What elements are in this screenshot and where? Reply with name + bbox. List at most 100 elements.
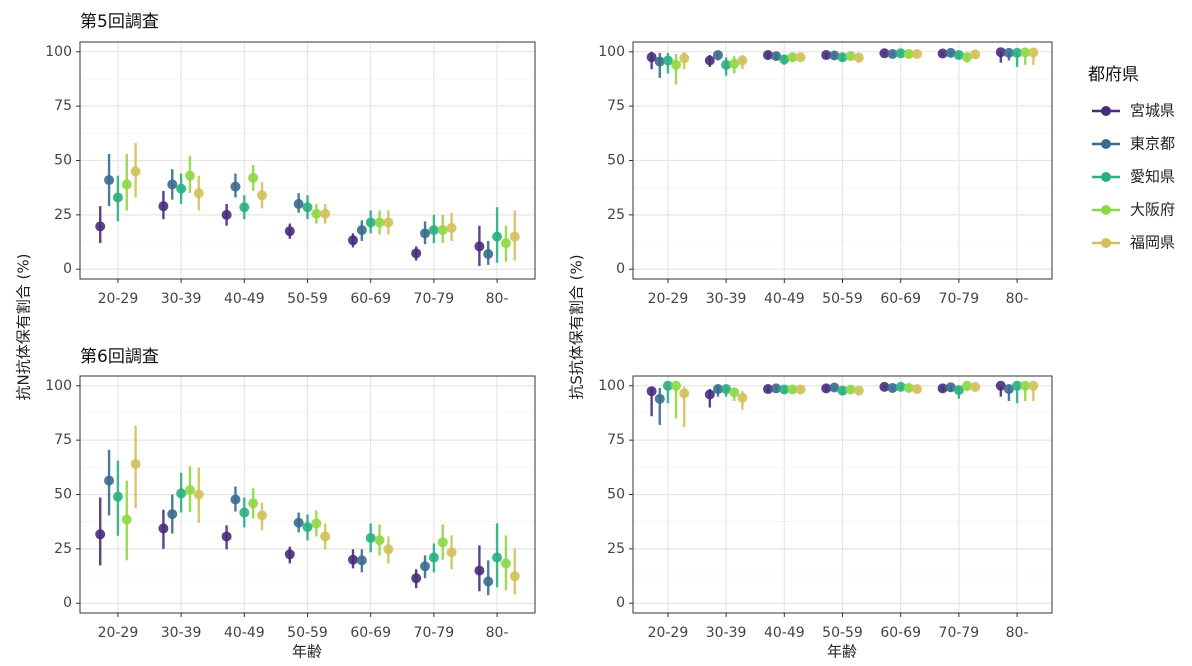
point: [895, 48, 906, 59]
point: [970, 49, 981, 60]
x-tick-label: 70-79: [939, 625, 980, 641]
x-tick-label: 20-29: [648, 625, 689, 641]
point: [1003, 47, 1014, 58]
point: [121, 179, 132, 190]
point: [704, 389, 715, 400]
point: [474, 241, 485, 252]
panel-border: [632, 41, 1053, 280]
point: [829, 382, 840, 393]
x-tick-label: 80-: [1006, 625, 1029, 641]
x-tick-label: 60-69: [350, 625, 391, 641]
legend-label: 宮城県: [1130, 102, 1175, 120]
point: [483, 576, 494, 587]
y-tick-label: 100: [45, 378, 72, 394]
legend-title: 都府県: [1088, 65, 1139, 85]
point: [184, 485, 195, 496]
point: [374, 535, 385, 546]
point: [437, 225, 448, 236]
point: [671, 380, 682, 391]
point: [428, 225, 439, 236]
y-axis-label: 抗N抗体保有割合 (%): [15, 254, 33, 401]
point: [383, 217, 394, 228]
point: [1003, 384, 1014, 395]
point: [284, 226, 295, 237]
point: [365, 532, 376, 543]
point: [130, 166, 141, 177]
y-tick-label: 75: [54, 98, 72, 114]
point: [492, 231, 503, 242]
y-tick-label: 75: [607, 432, 625, 448]
point: [193, 489, 204, 500]
point: [853, 385, 864, 396]
point: [302, 202, 313, 213]
point: [1020, 380, 1031, 391]
point: [1028, 380, 1039, 391]
y-tick-label: 75: [607, 98, 625, 114]
point: [704, 55, 715, 66]
point: [176, 488, 187, 499]
point: [945, 382, 956, 393]
x-tick-label: 60-69: [350, 291, 391, 307]
point: [221, 209, 232, 220]
legend-label: 福岡県: [1130, 234, 1175, 252]
x-tick-label: 70-79: [939, 291, 980, 307]
y-tick-label: 75: [54, 432, 72, 448]
point: [365, 217, 376, 228]
point: [293, 517, 304, 528]
y-tick-label: 100: [45, 44, 72, 60]
y-tick-label: 0: [616, 595, 625, 611]
point: [995, 47, 1006, 58]
x-tick-label: 50-59: [287, 291, 328, 307]
x-tick-label: 30-39: [706, 625, 747, 641]
point: [383, 544, 394, 555]
point: [763, 50, 774, 61]
x-tick-label: 40-49: [764, 291, 805, 307]
point: [158, 201, 169, 212]
point: [795, 384, 806, 395]
point: [320, 208, 331, 219]
point: [953, 385, 964, 396]
point: [320, 531, 331, 542]
point: [239, 202, 250, 213]
point: [474, 565, 485, 576]
point: [248, 172, 259, 183]
point: [662, 380, 673, 391]
point: [903, 382, 914, 393]
y-tick-label: 100: [598, 44, 625, 60]
point: [95, 221, 106, 232]
point: [903, 48, 914, 59]
point: [737, 392, 748, 403]
y-tick-label: 0: [616, 261, 625, 277]
point: [374, 217, 385, 228]
point: [420, 561, 431, 572]
point: [257, 510, 267, 521]
panel-border: [632, 375, 1053, 614]
point: [311, 518, 322, 529]
x-tick-label: 70-79: [414, 291, 455, 307]
y-tick-label: 25: [54, 207, 72, 223]
point: [221, 531, 232, 542]
point: [679, 53, 690, 64]
point: [945, 47, 956, 58]
point: [509, 571, 520, 582]
x-tick-label: 30-39: [706, 291, 747, 307]
point: [837, 52, 848, 63]
point: [230, 494, 241, 505]
point: [787, 384, 798, 395]
point: [284, 549, 295, 560]
point: [729, 58, 740, 69]
point: [771, 383, 782, 394]
point: [845, 384, 856, 395]
point: [446, 222, 457, 233]
point: [721, 384, 732, 395]
point: [348, 235, 358, 246]
point: [428, 552, 439, 563]
point: [483, 248, 494, 259]
point: [712, 50, 723, 61]
y-tick-label: 0: [63, 261, 72, 277]
x-tick-label: 70-79: [414, 625, 455, 641]
point: [293, 198, 304, 209]
point: [845, 51, 856, 62]
point: [887, 382, 898, 393]
x-axis-label: 年齢: [292, 643, 322, 661]
